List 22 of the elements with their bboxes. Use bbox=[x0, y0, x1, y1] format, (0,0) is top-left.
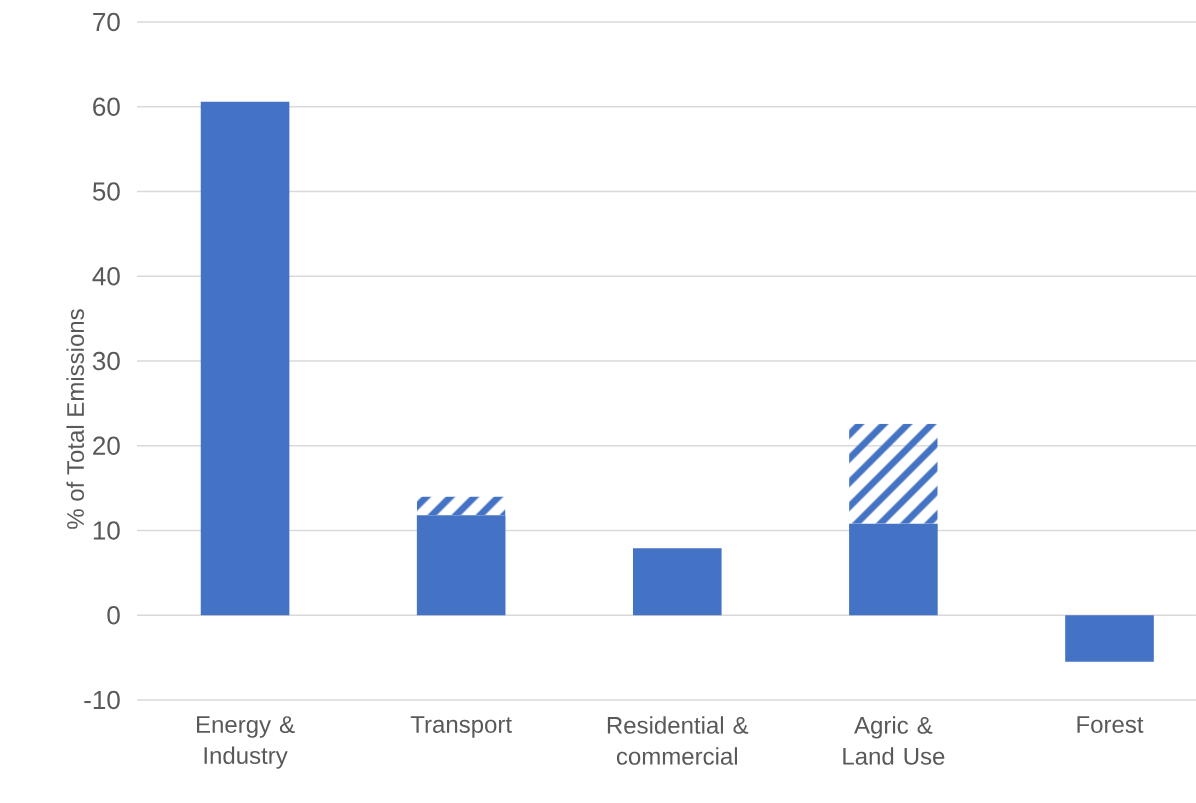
y-tick-label: 20 bbox=[93, 436, 120, 455]
bar bbox=[416, 496, 506, 516]
x-tick-label: Energy & Industry bbox=[197, 716, 295, 769]
y-tick-label: 10 bbox=[93, 521, 120, 540]
y-tick-label: 70 bbox=[93, 12, 120, 32]
y-tick-label: 40 bbox=[92, 267, 120, 286]
y-tick-label: 30 bbox=[92, 351, 120, 371]
bar bbox=[200, 101, 290, 616]
bar bbox=[1065, 615, 1154, 662]
bar bbox=[849, 423, 938, 524]
y-axis-title: % of Total Emissions bbox=[66, 309, 85, 529]
x-tick-label: Residential & commercial bbox=[607, 716, 749, 765]
bar bbox=[849, 523, 938, 616]
y-tick-label: -10 bbox=[84, 690, 120, 710]
x-tick-label: Transport bbox=[410, 716, 512, 738]
y-tick-label: 0 bbox=[107, 606, 120, 625]
y-tick-label: 50 bbox=[92, 182, 120, 201]
y-tick-label: 60 bbox=[93, 97, 120, 116]
x-tick-label: Forest bbox=[1077, 716, 1144, 733]
bar bbox=[416, 515, 506, 616]
x-tick-label: Agric & Land Use bbox=[843, 716, 945, 765]
bar bbox=[632, 548, 722, 616]
